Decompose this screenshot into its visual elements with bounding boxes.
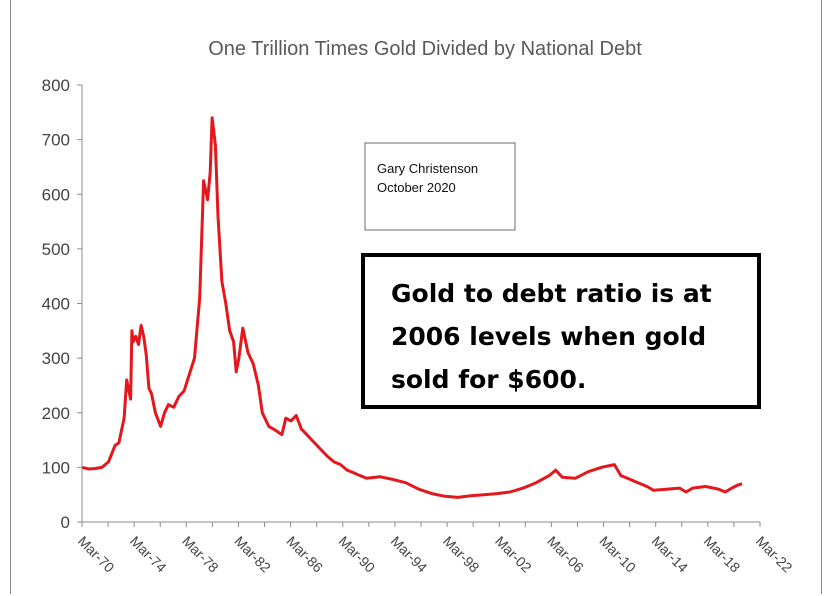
x-tick-label: Mar-94 (388, 533, 431, 576)
x-tick-label: Mar-90 (336, 533, 379, 576)
callout: Gold to debt ratio is at 2006 levels whe… (361, 253, 761, 409)
x-tick-label: Mar-22 (753, 533, 796, 576)
x-tick-label: Mar-18 (701, 533, 744, 576)
x-tick-label: Mar-70 (75, 533, 118, 576)
y-tick-label: 0 (61, 513, 70, 532)
gold-debt-ratio-line (82, 116, 743, 499)
x-tick-label: Mar-98 (440, 533, 483, 576)
y-tick-label: 700 (42, 131, 70, 150)
y-tick-label: 100 (42, 458, 70, 477)
chart-frame (10, 0, 822, 594)
x-tick-label: Mar-86 (283, 533, 326, 576)
author-note-box (364, 142, 516, 231)
x-axis-ticks: Mar-70 Mar-74 Mar-78 Mar-82 Mar-86 Mar-90 Mar-… (75, 522, 796, 576)
x-tick-label: Mar-10 (596, 533, 639, 576)
author-note: Gary Christenson October 2020 (364, 142, 516, 231)
y-tick-label: 300 (42, 349, 70, 368)
x-tick-label: Mar-78 (179, 533, 222, 576)
x-tick-label: Mar-02 (492, 533, 535, 576)
author-date: October 2020 (377, 180, 456, 195)
callout-box (361, 253, 761, 409)
x-tick-label: Mar-74 (127, 533, 170, 576)
callout-line-2: 2006 levels when gold (391, 322, 706, 351)
y-tick-label: 800 (42, 76, 70, 95)
x-tick-label: Mar-14 (649, 533, 692, 576)
y-tick-label: 500 (42, 240, 70, 259)
author-name: Gary Christenson (377, 161, 478, 176)
y-axis-ticks: 0 100 200 300 400 500 600 700 800 (42, 76, 82, 532)
y-tick-label: 600 (42, 185, 70, 204)
x-tick-label: Mar-06 (544, 533, 587, 576)
y-tick-label: 200 (42, 404, 70, 423)
callout-line-3: sold for $600. (391, 365, 586, 394)
y-tick-label: 400 (42, 295, 70, 314)
x-tick-label: Mar-82 (231, 533, 274, 576)
chart-title: One Trillion Times Gold Divided by Natio… (208, 38, 642, 60)
callout-line-1: Gold to debt ratio is at (391, 279, 712, 308)
